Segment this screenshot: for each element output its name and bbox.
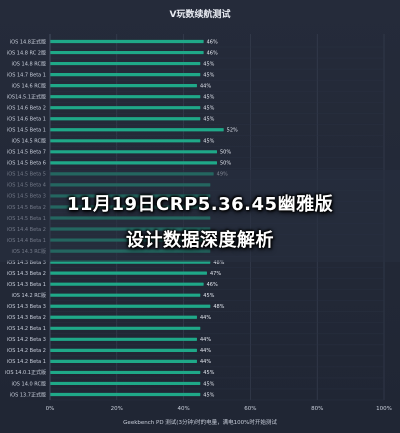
bar: [50, 348, 197, 352]
x-tick-label: 40%: [177, 406, 189, 412]
bar: [50, 39, 204, 44]
bar: [50, 359, 197, 363]
value-label: 44%: [200, 83, 211, 89]
value-label: 45%: [203, 94, 214, 100]
value-label: 48%: [213, 304, 224, 310]
category-label: iOS14.5.1正式版: [7, 93, 46, 100]
category-label: iOS 14.2 RC版: [11, 292, 46, 299]
category-label: iOS 14.8 RC版: [11, 60, 46, 67]
value-label: 45%: [203, 105, 214, 111]
bar: [50, 73, 201, 77]
value-label: 47%: [210, 271, 221, 277]
category-label: iOS 14.0 RC版: [11, 380, 46, 387]
category-label: iOS 14.2 Beta 2: [7, 348, 46, 354]
x-tick-label: 100%: [376, 406, 392, 412]
value-label: 44%: [200, 315, 211, 321]
category-label: iOS 14.5 Beta 6: [7, 161, 46, 167]
chart-footer-note: Geekbench PD 测试(3分钟)时的电量，满电100%时开始测试: [123, 420, 277, 426]
value-label: 46%: [207, 39, 218, 45]
bar: [50, 117, 201, 121]
bar: [50, 106, 201, 110]
category-label: iOS 14.3 Beta 1: [7, 282, 46, 288]
bar: [50, 150, 217, 154]
category-label: iOS 13.7正式版: [10, 391, 46, 398]
chart-title: V玩数续航测试: [169, 10, 231, 20]
bar: [50, 84, 197, 88]
category-label: iOS 14.5 Beta 1: [7, 128, 46, 134]
category-label: iOS 14.7 Beta 1: [7, 72, 46, 78]
x-tick-label: 60%: [244, 406, 256, 412]
category-label: iOS 14.8 RC 2版: [7, 49, 46, 56]
value-label: 46%: [207, 282, 218, 288]
x-tick-label: 20%: [111, 406, 123, 412]
bar: [50, 95, 201, 99]
value-label: 45%: [203, 392, 214, 398]
category-label: iOS 14.0.1正式版: [5, 369, 46, 376]
category-label: iOS 14.6 RC版: [11, 82, 46, 89]
category-label: iOS 14.3 Beta 2: [7, 271, 46, 277]
bar: [50, 161, 217, 165]
category-label: iOS 14.8正式版: [10, 38, 46, 45]
category-label: iOS 14.5 RC版: [11, 138, 46, 145]
category-label: iOS 14.2 Beta 3: [7, 337, 46, 343]
bar: [50, 128, 224, 132]
value-label: 45%: [203, 381, 214, 387]
bar: [50, 61, 201, 66]
bar: [50, 139, 201, 143]
value-label: 44%: [200, 359, 211, 365]
value-label: 46%: [207, 50, 218, 56]
headline-line-1: 11月19日CRP5.36.45幽雅版: [66, 194, 334, 215]
category-label: iOS 14.5 Beta 7: [7, 150, 46, 156]
value-label: 45%: [203, 139, 214, 145]
value-label: 50%: [220, 161, 231, 167]
bar: [50, 370, 201, 375]
value-label: 50%: [220, 150, 231, 156]
category-label: iOS 14.6 Beta 1: [7, 117, 46, 123]
category-label: iOS 14.6 Beta 2: [7, 105, 46, 111]
headline-banner: [0, 170, 400, 262]
bar: [50, 271, 207, 275]
headline-line-2: 设计数据深度解析: [126, 230, 274, 251]
bar: [50, 337, 197, 341]
x-tick-label: 80%: [311, 406, 323, 412]
value-label: 44%: [200, 337, 211, 343]
bar: [50, 304, 211, 308]
category-label: iOS 14.3 Beta 3: [7, 304, 46, 310]
x-tick-label: 0%: [46, 406, 55, 412]
bar: [50, 50, 204, 55]
bar: [50, 392, 201, 397]
bar: [50, 282, 204, 286]
category-label: iOS 14.2 Beta 1: [7, 326, 46, 332]
value-label: 52%: [227, 128, 238, 134]
value-label: 45%: [203, 72, 214, 78]
value-label: 45%: [203, 370, 214, 376]
bar: [50, 315, 197, 319]
bar: [50, 326, 201, 330]
value-label: 44%: [200, 348, 211, 354]
bar: [50, 381, 201, 386]
value-label: 45%: [203, 61, 214, 67]
category-label: iOS 14.3 Beta 3: [7, 260, 46, 266]
category-label: iOS 14.3 Beta 2: [7, 315, 46, 321]
bar: [50, 293, 201, 297]
value-label: 48%: [213, 260, 224, 266]
value-label: 45%: [203, 117, 214, 123]
value-label: 45%: [203, 293, 214, 299]
category-label: iOS 14.2 Beta 1: [7, 359, 46, 365]
